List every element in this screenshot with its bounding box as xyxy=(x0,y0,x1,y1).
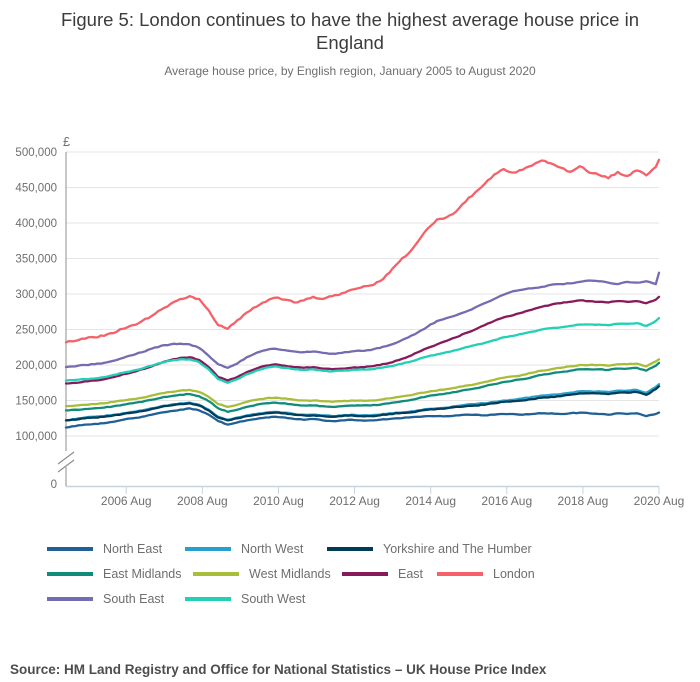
legend-label: South East xyxy=(103,592,165,606)
legend-item-london: London xyxy=(437,567,535,581)
source-note: Source: HM Land Registry and Office for … xyxy=(10,661,547,677)
chart-header: Figure 5: London continues to have the h… xyxy=(0,8,700,78)
series-line-north-east xyxy=(64,407,661,429)
y-tick-label: 100,000 xyxy=(15,431,57,443)
legend-item-north-west: North West xyxy=(185,542,303,556)
series-line-south-west xyxy=(64,316,661,384)
x-axis: 2006 Aug 2008 Aug 2010 Aug 2012 Aug 2014 Aug… xyxy=(66,485,685,508)
x-tick-label: 2020 Aug xyxy=(634,494,685,508)
y-tick-label: 250,000 xyxy=(15,325,57,337)
x-tick-label: 2006 Aug xyxy=(101,494,152,508)
legend-item-east-midlands: East Midlands xyxy=(47,567,182,581)
legend-label: South West xyxy=(241,592,306,606)
legend-item-yorkshire-and-the-humber: Yorkshire and The Humber xyxy=(327,542,532,556)
legend-swatch-london xyxy=(437,572,483,576)
x-tick-label: 2018 Aug xyxy=(558,494,609,508)
series-line-east-midlands xyxy=(64,361,661,414)
series-line-west-midlands xyxy=(64,358,661,409)
legend-swatch-yorkshire xyxy=(327,547,373,551)
y-tick-label: 300,000 xyxy=(15,289,57,301)
legend-swatch-north-east xyxy=(47,547,93,551)
y-tick-label: 500,000 xyxy=(15,147,57,159)
legend-label: Yorkshire and The Humber xyxy=(383,542,532,556)
y-axis-unit-label: £ xyxy=(63,135,70,149)
y-tick-label: 450,000 xyxy=(15,183,57,195)
legend-swatch-east xyxy=(342,572,388,576)
legend-swatch-east-midlands xyxy=(47,572,93,576)
y-tick-label: 150,000 xyxy=(15,396,57,408)
x-tick-label: 2016 Aug xyxy=(481,494,532,508)
legend-label: East Midlands xyxy=(103,567,182,581)
legend-swatch-south-east xyxy=(47,597,93,601)
series-line-yorkshire-and-the-humber xyxy=(64,385,661,422)
series-line-london xyxy=(64,158,661,344)
legend-item-north-east: North East xyxy=(47,542,162,556)
y-tick-label: 0 xyxy=(51,479,57,491)
series-line-south-east xyxy=(64,271,661,369)
legend-swatch-south-west xyxy=(185,597,231,601)
x-tick-label: 2012 Aug xyxy=(329,494,380,508)
y-axis: 500,000 450,000 400,000 350,000 300,000 250,0… xyxy=(15,135,75,491)
chart-subtitle: Average house price, by English region, … xyxy=(164,64,536,78)
legend-label: East xyxy=(398,567,424,581)
legend-swatch-west-midlands xyxy=(193,572,239,576)
legend-label: North East xyxy=(103,542,163,556)
legend-label: North West xyxy=(241,542,304,556)
legend-item-south-east: South East xyxy=(47,592,164,606)
x-tick-label: 2008 Aug xyxy=(177,494,228,508)
legend-item-east: East xyxy=(342,567,423,581)
page-title: Figure 5: London continues to have the h… xyxy=(60,9,639,53)
legend-item-south-west: South West xyxy=(185,592,305,606)
x-tick-label: 2010 Aug xyxy=(253,494,304,508)
legend-item-west-midlands: West Midlands xyxy=(193,567,331,581)
legend-swatch-north-west xyxy=(185,547,231,551)
y-tick-label: 350,000 xyxy=(15,254,57,266)
y-tick-label: 400,000 xyxy=(15,218,57,230)
legend-label: London xyxy=(493,567,535,581)
y-tick-label: 200,000 xyxy=(15,360,57,372)
axis-break-mark xyxy=(57,459,75,473)
x-tick-label: 2014 Aug xyxy=(405,494,456,508)
axis-break-mark xyxy=(57,451,75,465)
legend-label: West Midlands xyxy=(249,567,331,581)
